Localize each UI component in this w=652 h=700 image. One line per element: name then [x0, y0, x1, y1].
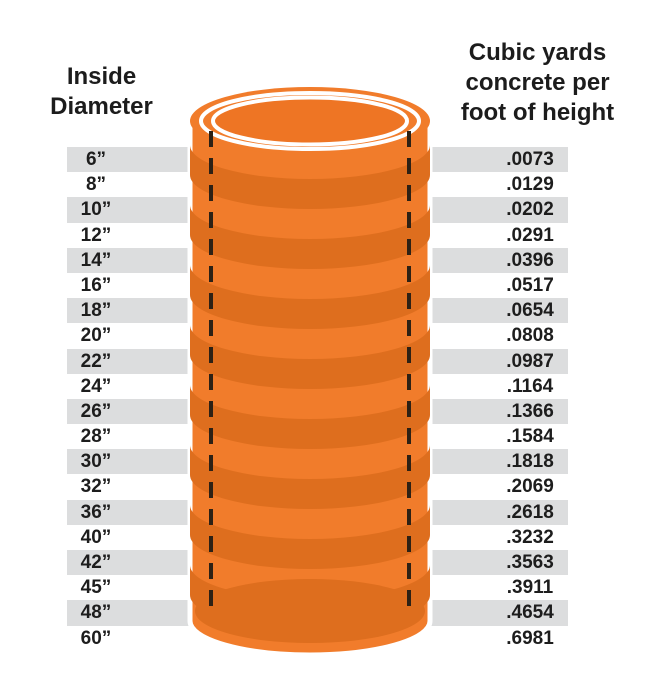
table-row: 40” .3232 — [0, 525, 652, 550]
row-diameter: 32” — [80, 476, 112, 498]
row-value: .1818 — [506, 451, 554, 473]
row-value: .3563 — [506, 552, 554, 573]
row-diameter: 22” — [80, 350, 112, 372]
row-value: .3911 — [506, 577, 554, 599]
row-value: .2618 — [506, 501, 554, 523]
table-row: 12” .0291 — [0, 223, 652, 248]
row-diameter: 60” — [80, 627, 112, 649]
row-diameter: 12” — [80, 224, 112, 246]
row-diameter: 8” — [85, 174, 107, 196]
table-row: 60” .6981 — [0, 626, 652, 651]
cubic-yards-heading: Cubic yards concrete per foot of height — [460, 39, 615, 126]
row-value: .1164 — [506, 375, 554, 397]
tube-bands — [190, 145, 430, 643]
row-value: .0202 — [506, 199, 554, 221]
row-diameter: 18” — [80, 300, 112, 322]
concrete-tube-illustration — [187, 84, 433, 658]
row-diameter: 20” — [80, 325, 112, 347]
row-diameter: 36” — [80, 501, 112, 523]
table-row: 8” .0129 — [0, 172, 652, 197]
row-value: .0987 — [506, 350, 554, 372]
row-value: .0291 — [506, 224, 554, 246]
table-row: 16” .0517 — [0, 273, 652, 298]
row-diameter: 6” — [85, 149, 107, 170]
row-value: .0808 — [506, 325, 554, 347]
row-diameter: 48” — [80, 602, 112, 624]
row-value: .2069 — [506, 476, 554, 498]
row-diameter: 26” — [80, 400, 112, 422]
table-row: 45” .3911 — [0, 575, 652, 600]
table-row: 32” .2069 — [0, 474, 652, 499]
row-value: .0073 — [506, 149, 554, 170]
row-diameter: 45” — [80, 577, 112, 599]
row-diameter: 28” — [80, 426, 112, 448]
row-value: .4654 — [506, 602, 554, 624]
row-diameter: 16” — [80, 274, 112, 296]
table-row: 20” .0808 — [0, 323, 652, 348]
table-row: 28” .1584 — [0, 424, 652, 449]
row-value: .6981 — [506, 627, 554, 649]
row-value: .1366 — [506, 400, 554, 422]
tube-bottom-shading — [195, 579, 425, 643]
row-diameter: 24” — [80, 375, 112, 397]
row-diameter: 42” — [80, 552, 112, 573]
inside-diameter-heading: Inside Diameter — [50, 63, 153, 120]
tube-rim-outer-ring — [199, 91, 421, 151]
row-value: .0517 — [506, 274, 554, 296]
table-row: 24” .1164 — [0, 374, 652, 399]
tube-rim-inner-ring — [211, 95, 409, 147]
row-diameter: 40” — [80, 526, 112, 548]
row-diameter: 14” — [80, 249, 112, 271]
row-value: .1584 — [506, 426, 554, 448]
row-value: .3232 — [506, 526, 554, 548]
row-diameter: 30” — [80, 451, 112, 473]
row-value: .0129 — [506, 174, 554, 196]
row-value: .0396 — [506, 249, 554, 271]
row-diameter: 10” — [80, 199, 112, 221]
row-value: .0654 — [506, 300, 554, 322]
